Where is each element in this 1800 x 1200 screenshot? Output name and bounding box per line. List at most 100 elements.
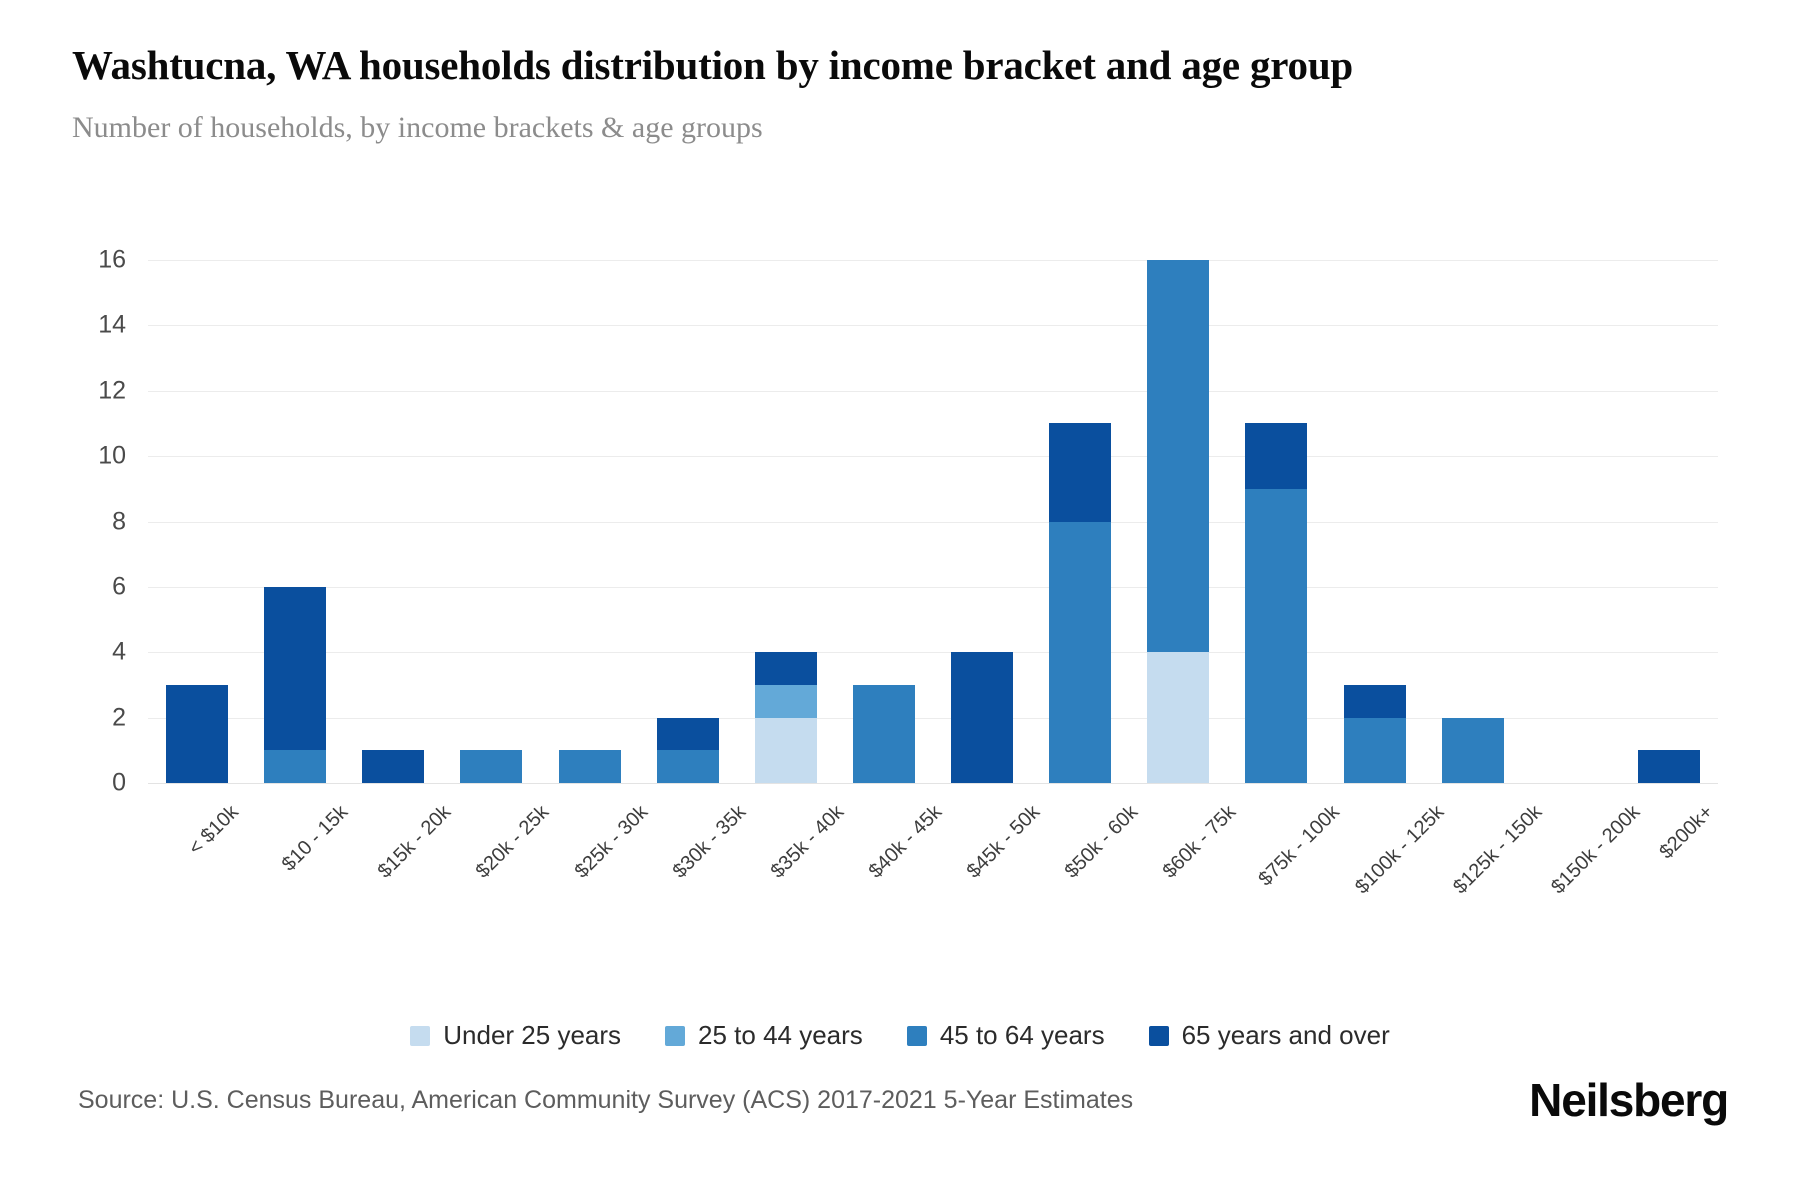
bar-slot [639,260,737,783]
legend-item[interactable]: 65 years and over [1148,1020,1390,1051]
bar-segment[interactable] [166,684,229,783]
bar-stack[interactable] [656,717,719,783]
legend-item[interactable]: 45 to 64 years [906,1020,1105,1051]
bar-slot [1326,260,1424,783]
y-axis-tick-label: 2 [112,703,126,732]
bar-slot [344,260,442,783]
bar-segment[interactable] [460,750,523,783]
legend-item[interactable]: Under 25 years [410,1020,621,1051]
bar-stack[interactable] [1441,717,1504,783]
bar-stack[interactable] [1049,423,1112,783]
bar-segment[interactable] [754,717,817,783]
x-label-slot: $150k - 200k [1522,795,1644,935]
bar-segment[interactable] [362,750,425,783]
x-label-slot: < $10k [148,795,246,935]
bar-segment[interactable] [656,750,719,783]
bar-stack[interactable] [460,750,523,783]
bar-slot [1031,260,1129,783]
bar-segment[interactable] [1147,652,1210,783]
bar-segment[interactable] [1049,521,1112,783]
bar-segment[interactable] [1245,488,1308,783]
bar-segment[interactable] [1147,260,1210,653]
bar-slot [1424,260,1522,783]
y-axis-tick-label: 4 [112,637,126,666]
bar-group [148,260,1718,783]
bar-segment[interactable] [558,750,621,783]
x-axis-tick-label: $200k+ [1655,801,1718,864]
bar-stack[interactable] [951,652,1014,783]
bar-stack[interactable] [852,684,915,783]
legend-swatch-icon [410,1025,431,1046]
bar-stack[interactable] [1343,684,1406,783]
y-axis-tick-label: 6 [112,572,126,601]
legend-swatch-icon [1148,1025,1169,1046]
gridline [148,783,1718,784]
bar-stack[interactable] [1637,750,1700,783]
bar-slot [737,260,835,783]
x-label-slot: $15k - 20k [344,795,456,935]
bar-slot [1522,260,1620,783]
x-label-slot: $45k - 50k [933,795,1045,935]
bar-segment[interactable] [264,750,327,783]
x-label-slot: $20k - 25k [442,795,554,935]
chart-header: Washtucna, WA households distribution by… [72,40,1712,146]
bar-slot [148,260,246,783]
bar-segment[interactable] [1441,717,1504,783]
x-label-slot: $75k - 100k [1227,795,1344,935]
x-label-slot: $60k - 75k [1129,795,1241,935]
source-note: Source: U.S. Census Bureau, American Com… [78,1086,1134,1114]
x-label-slot: $35k - 40k [737,795,848,935]
bar-slot [246,260,344,783]
legend-item[interactable]: 25 to 44 years [665,1020,863,1051]
legend-swatch-icon [906,1025,927,1046]
x-label-slot: $100k - 125k [1326,795,1448,935]
y-axis-tick-label: 10 [98,441,126,470]
x-axis-labels: < $10k $10 - 15k $15k - 20k $20k - 25k $25k … [148,795,1718,935]
y-axis-tick-label: 12 [98,376,126,405]
bar-slot [1227,260,1325,783]
bar-slot [835,260,933,783]
bar-segment[interactable] [1245,423,1308,489]
bar-stack[interactable] [754,652,817,783]
bar-slot [1620,260,1718,783]
chart-legend: Under 25 years 25 to 44 years 45 to 64 yea… [0,1020,1800,1051]
bar-segment[interactable] [1637,750,1700,783]
chart-subtitle: Number of households, by income brackets… [72,110,763,144]
plot-area: 0 2 4 6 8 10 12 14 16 [0,240,1800,800]
bar-segment[interactable] [754,684,817,718]
x-axis-tick-label: $10 - 15k [277,801,353,876]
legend-label: 25 to 44 years [698,1020,863,1050]
legend-label: Under 25 years [443,1020,622,1050]
plot-canvas [148,260,1718,783]
x-label-slot: $25k - 30k [541,795,652,935]
x-label-slot: $30k - 35k [639,795,750,935]
bar-segment[interactable] [264,586,327,751]
bar-stack[interactable] [264,586,327,783]
bar-segment[interactable] [754,652,817,685]
bar-slot [1129,260,1227,783]
bar-stack[interactable] [1245,423,1308,783]
bar-segment[interactable] [656,717,719,751]
bar-slot [933,260,1031,783]
x-label-slot: $40k - 45k [835,795,947,935]
legend-swatch-icon [665,1025,686,1046]
bar-segment[interactable] [1049,423,1112,522]
bar-segment[interactable] [852,684,915,783]
bar-stack[interactable] [166,684,229,783]
bar-stack[interactable] [558,750,621,783]
y-axis-tick-label: 0 [112,768,126,797]
brand-logo: Neilsberg [1529,1074,1729,1126]
bar-stack[interactable] [362,750,425,783]
bar-segment[interactable] [951,652,1014,783]
x-axis-tick-label: < $10k [184,801,243,860]
x-label-slot: $125k - 150k [1424,795,1546,935]
bar-segment[interactable] [1343,684,1406,718]
x-label-slot: $10 - 15k [246,795,353,935]
bar-segment[interactable] [1343,717,1406,783]
y-axis-tick-label: 14 [98,310,126,339]
bar-slot [442,260,540,783]
legend-label: 65 years and over [1181,1020,1390,1050]
bar-stack[interactable] [1147,260,1210,783]
page-title: Washtucna, WA households distribution by… [72,42,1354,88]
